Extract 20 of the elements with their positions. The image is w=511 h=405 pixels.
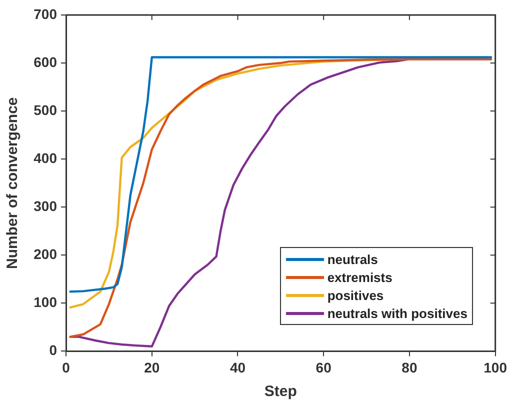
y-tick-label: 100 (34, 294, 58, 310)
y-tick-label: 700 (34, 6, 58, 22)
x-tick-label: 100 (484, 359, 508, 376)
y-tick-label: 500 (34, 102, 58, 118)
y-tick-label: 300 (34, 198, 58, 214)
legend-label: neutrals (327, 252, 378, 267)
y-tick-label: 0 (49, 342, 58, 358)
x-tick-label: 20 (144, 359, 160, 376)
x-tick-label: 60 (316, 359, 332, 376)
x-tick-label: 40 (230, 359, 246, 376)
x-tick-label: 80 (402, 359, 418, 376)
legend-label: positives (327, 288, 384, 303)
legend-label: extremists (327, 270, 392, 285)
x-tick-label: 0 (62, 359, 70, 376)
y-axis-title: Number of convergence (4, 97, 22, 269)
x-axis-title: Step (264, 383, 297, 400)
y-tick-label: 200 (34, 246, 58, 262)
legend-label: neutrals with positives (327, 306, 468, 321)
y-tick-label: 600 (34, 54, 58, 70)
y-tick-label: 400 (34, 150, 58, 166)
